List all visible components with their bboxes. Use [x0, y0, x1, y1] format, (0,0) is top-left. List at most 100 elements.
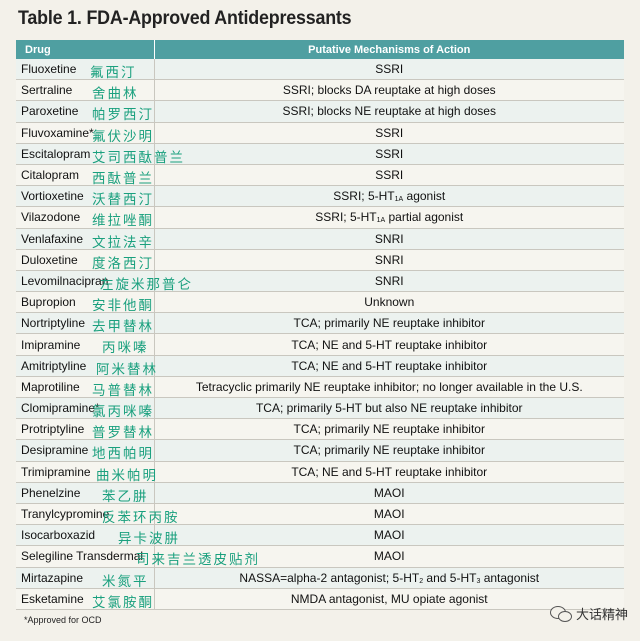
- mechanism-cell: Tetracyclic primarily NE reuptake inhibi…: [154, 376, 624, 399]
- chinese-annotation: 维拉唑酮: [92, 213, 154, 230]
- drug-name: Selegiline Transdermal: [21, 549, 144, 564]
- mechanism-text: MAOI: [373, 507, 405, 522]
- mechanism-cell: TCA; primarily 5-HT but also NE reuptake…: [154, 397, 624, 420]
- mechanism-text: TCA; primarily NE reuptake inhibitor: [293, 422, 485, 437]
- footnote: *Approved for OCD: [24, 615, 102, 625]
- drug-cell: Tranylcypromine 反苯环丙胺: [16, 503, 178, 526]
- table-row: Bupropion 安非他酮 Unknown: [16, 291, 624, 315]
- mechanism-cell: TCA; NE and 5-HT reuptake inhibitor: [154, 355, 624, 377]
- drug-name: Desipramine: [21, 443, 89, 458]
- mechanism-text: TCA; NE and 5-HT reuptake inhibitor: [291, 464, 488, 479]
- mechanism-text: SSRI: [375, 62, 404, 77]
- mechanism-text: MAOI: [373, 485, 405, 500]
- table-row: Fluoxetine 氟西汀 SSRI: [16, 59, 624, 81]
- drug-name: Amitriptyline: [21, 358, 87, 373]
- drug-cell: Protriptyline 普罗替林: [16, 418, 155, 441]
- mechanism-cell: TCA; NE and 5-HT reuptake inhibitor: [154, 333, 624, 356]
- mechanism-cell: SNRI: [154, 270, 624, 293]
- chinese-annotation: 氟西汀: [90, 65, 137, 81]
- mechanism-text-tail: antagonist: [480, 570, 540, 585]
- chinese-annotation: 氯丙咪嗪: [92, 404, 154, 420]
- chinese-annotation: 沃替西汀: [92, 192, 154, 209]
- wechat-icon: [549, 605, 572, 622]
- chinese-annotation: 司来吉兰透皮贴剂: [136, 552, 260, 569]
- table-row: Mirtazapine 米氮平 NASSA=alpha-2 antagonist; …: [16, 567, 624, 590]
- header-drug: Drug: [16, 40, 155, 59]
- drug-cell: Clomipramine* 氯丙咪嗪: [16, 397, 155, 420]
- chinese-annotation: 苯乙肼: [102, 488, 149, 505]
- drug-name: Levomilnacipran: [21, 273, 109, 288]
- drug-name: Fluoxetine: [21, 62, 77, 77]
- mechanism-text: MAOI: [373, 528, 405, 543]
- chinese-annotation: 异卡波肼: [118, 531, 180, 548]
- mechanism-subscript: 1A: [394, 196, 404, 204]
- mechanism-subscript: 2: [419, 577, 424, 585]
- table-row: Clomipramine* 氯丙咪嗪 TCA; primarily 5-HT but…: [16, 397, 624, 420]
- mechanism-text: SSRI; 5-HT: [315, 210, 377, 225]
- drug-name: Sertraline: [21, 83, 73, 98]
- chinese-annotation: 艾氯胺酮: [92, 594, 154, 611]
- drug-name: Vortioxetine: [21, 189, 84, 204]
- drug-name: Escitalopram: [21, 146, 91, 161]
- drug-name: Phenelzine: [21, 485, 81, 500]
- drug-cell: Phenelzine 苯乙肼: [16, 482, 155, 505]
- chinese-annotation: 左旋米那普仑: [100, 276, 193, 293]
- table-row: Phenelzine 苯乙肼 MAOI: [16, 482, 624, 505]
- mechanism-text: TCA; NE and 5-HT reuptake inhibitor: [291, 358, 488, 373]
- drug-name: Protriptyline: [21, 422, 85, 437]
- table-row: Fluvoxamine* 氟伏沙明 SSRI: [16, 122, 624, 145]
- mechanism-text: SNRI: [374, 252, 404, 267]
- mechanism-cell: TCA; primarily NE reuptake inhibitor: [154, 439, 624, 462]
- mechanism-text: NASSA=alpha-2 antagonist; 5-HT: [239, 570, 420, 585]
- mechanism-cell: TCA; primarily NE reuptake inhibitor: [154, 418, 624, 441]
- drug-cell: Maprotiline 马普替林: [16, 376, 155, 399]
- drug-cell: Vilazodone 维拉唑酮: [16, 206, 155, 230]
- drug-name: Trimipramine: [21, 464, 91, 479]
- mechanism-cell: SSRI; 5-HT1A partial agonist: [154, 206, 624, 229]
- chinese-annotation: 去甲替林: [92, 319, 154, 336]
- mechanism-cell: MAOI: [154, 545, 624, 568]
- drug-name: Clomipramine*: [21, 401, 100, 416]
- drug-name: Venlafaxine: [21, 231, 84, 246]
- table-row: Maprotiline 马普替林 Tetracyclic primarily NE …: [16, 376, 624, 399]
- mechanism-text-tail: partial agonist: [385, 210, 464, 225]
- mechanism-cell: SSRI: [154, 143, 624, 165]
- chinese-annotation: 安非他酮: [92, 298, 154, 315]
- table-row: Escitalopram 艾司西酞普兰 SSRI: [16, 143, 624, 166]
- table-row: Tranylcypromine 反苯环丙胺 MAOI: [16, 503, 624, 526]
- mechanism-cell: SSRI: [154, 59, 624, 81]
- drug-cell: Imipramine 丙咪嗪: [16, 333, 155, 356]
- mechanism-text: Tetracyclic primarily NE reuptake inhibi…: [195, 379, 583, 394]
- mechanism-text: SSRI; 5-HT: [333, 189, 395, 204]
- watermark: 大话精神: [549, 604, 628, 623]
- table-row: Protriptyline 普罗替林 TCA; primarily NE reupt…: [16, 418, 624, 441]
- mechanism-cell: MAOI: [154, 503, 624, 526]
- drug-cell: Desipramine 地西帕明: [16, 439, 155, 462]
- drug-cell: Citalopram 西酞普兰: [16, 164, 155, 187]
- mechanism-text: SNRI: [374, 231, 404, 246]
- mechanism-cell: SNRI: [154, 228, 624, 250]
- mechanism-cell: MAOI: [154, 524, 624, 547]
- chinese-annotation: 文拉法辛: [92, 234, 154, 251]
- mechanism-cell: Unknown: [154, 291, 624, 314]
- chinese-annotation: 曲米帕明: [96, 467, 158, 484]
- chinese-annotation: 度洛西汀: [92, 255, 154, 272]
- table-row: Desipramine 地西帕明 TCA; primarily NE reuptak…: [16, 439, 624, 462]
- mechanism-subscript: 3: [476, 577, 481, 585]
- drug-cell: Amitriptyline 阿米替林: [16, 355, 156, 378]
- mechanism-text-tail: agonist: [403, 189, 446, 204]
- mechanism-text: SSRI: [375, 168, 404, 183]
- table-row: Selegiline Transdermal 司来吉兰透皮贴剂 MAOI: [16, 545, 624, 569]
- chinese-annotation: 阿米替林: [96, 361, 158, 378]
- antidepressants-table: Drug Putative Mechanisms of Action Fluox…: [16, 40, 624, 611]
- table-row: Citalopram 西酞普兰 SSRI: [16, 164, 624, 187]
- mechanism-text: SSRI: [375, 146, 404, 161]
- drug-cell: Paroxetine 帕罗西汀: [16, 100, 155, 124]
- drug-name: Nortriptyline: [21, 316, 86, 331]
- mechanism-text-tail: and 5-HT: [423, 570, 477, 585]
- mechanism-text: Unknown: [364, 295, 415, 310]
- drug-name: Imipramine: [21, 337, 81, 352]
- chinese-annotation: 反苯环丙胺: [102, 509, 180, 526]
- chinese-annotation: 马普替林: [92, 382, 154, 399]
- chinese-annotation: 帕罗西汀: [92, 107, 154, 124]
